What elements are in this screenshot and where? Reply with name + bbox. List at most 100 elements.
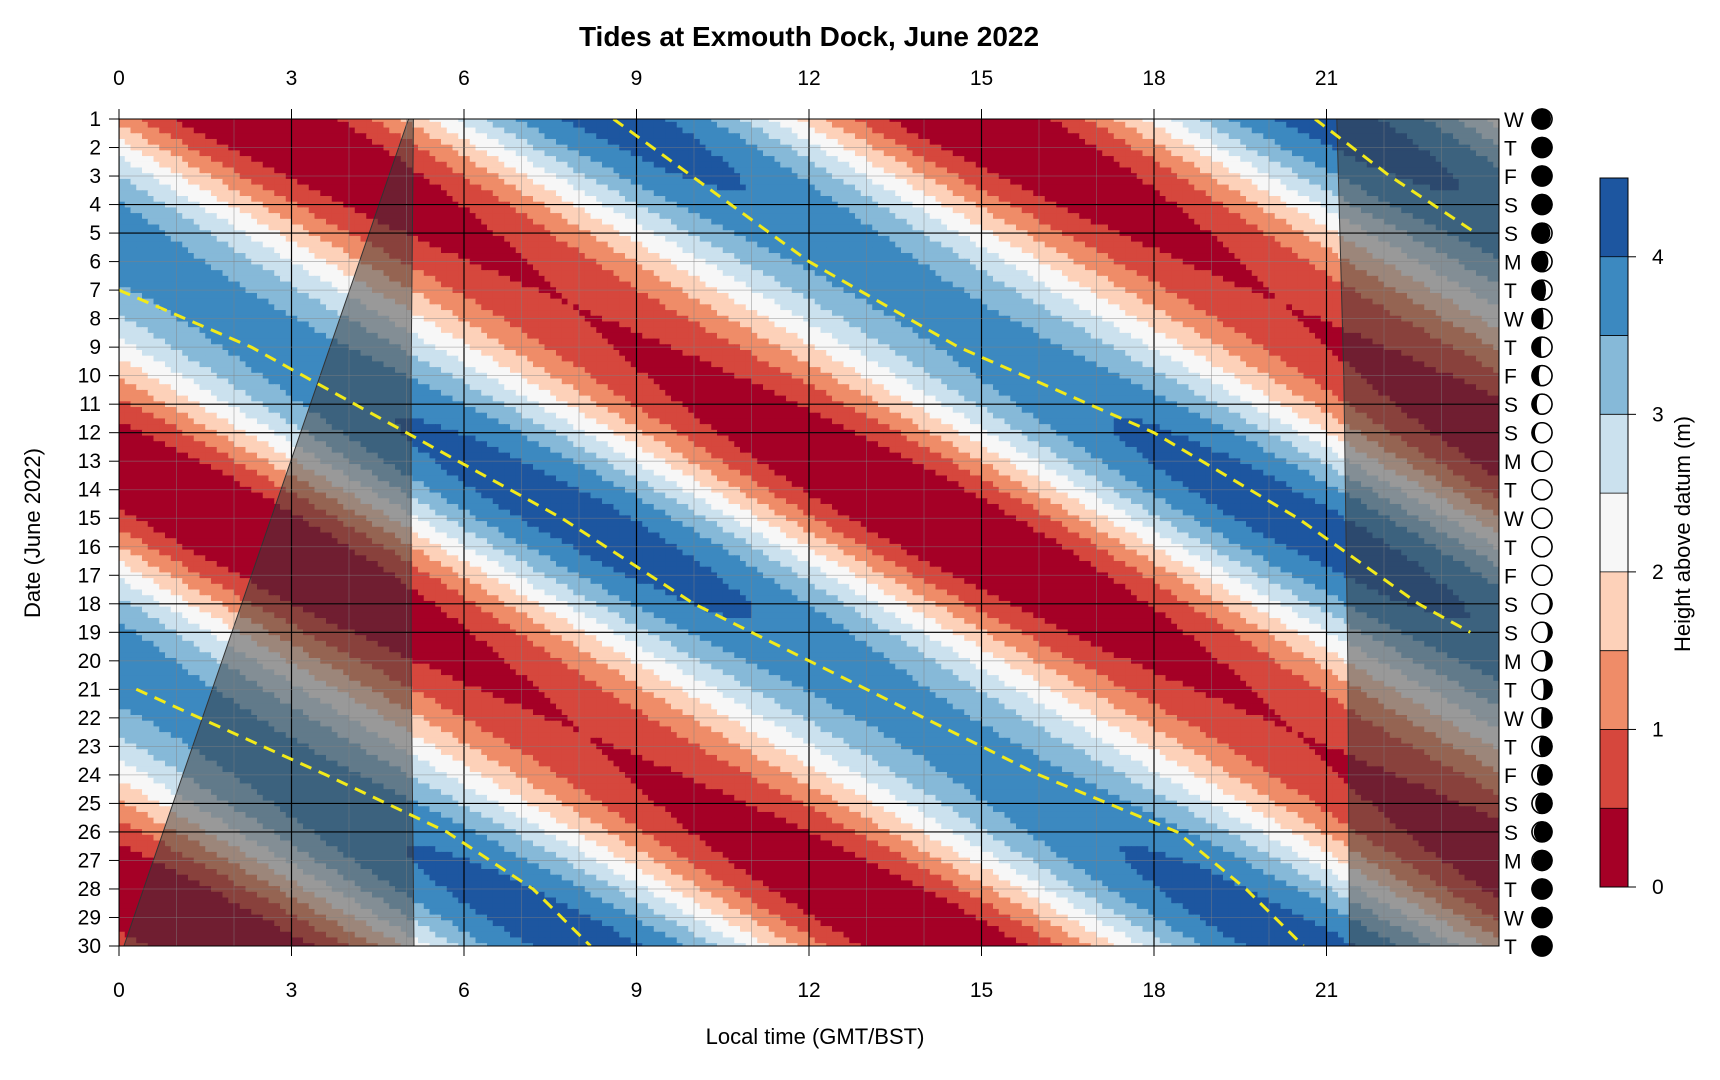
heat-cell bbox=[987, 156, 993, 162]
heat-cell bbox=[665, 133, 671, 139]
heat-cell bbox=[499, 167, 505, 173]
heat-cell bbox=[131, 133, 137, 139]
heat-cell bbox=[890, 190, 896, 196]
heat-cell bbox=[1240, 179, 1246, 185]
heat-cell bbox=[1039, 133, 1045, 139]
heat-cell bbox=[119, 156, 125, 162]
heat-cell bbox=[165, 213, 171, 219]
heat-cell bbox=[1085, 190, 1091, 196]
heat-cell bbox=[1332, 185, 1338, 191]
heat-cell bbox=[970, 196, 976, 202]
heat-cell bbox=[884, 122, 890, 128]
heat-cell bbox=[1240, 162, 1246, 168]
heat-cell bbox=[1286, 167, 1292, 173]
heat-cell bbox=[608, 196, 614, 202]
heat-cell bbox=[1332, 190, 1338, 196]
heat-cell bbox=[188, 213, 194, 219]
heat-cell bbox=[1022, 207, 1028, 213]
heat-cell bbox=[240, 179, 246, 185]
heat-cell bbox=[878, 167, 884, 173]
heat-cell bbox=[441, 185, 447, 191]
heat-cell bbox=[1005, 185, 1011, 191]
heat-cell bbox=[637, 167, 643, 173]
heat-cell bbox=[263, 122, 269, 128]
heat-cell bbox=[1258, 139, 1264, 145]
heat-cell bbox=[648, 190, 654, 196]
heat-cell bbox=[165, 128, 171, 134]
heat-cell bbox=[533, 122, 539, 128]
heat-cell bbox=[493, 162, 499, 168]
heat-cell bbox=[1085, 133, 1091, 139]
heat-cell bbox=[660, 185, 666, 191]
heat-cell bbox=[556, 162, 562, 168]
heat-cell bbox=[1246, 156, 1252, 162]
heat-cell bbox=[1097, 150, 1103, 156]
heat-cell bbox=[1229, 139, 1235, 145]
heat-cell bbox=[1304, 162, 1310, 168]
heat-cell bbox=[211, 213, 217, 219]
heat-cell bbox=[1056, 133, 1062, 139]
heat-cell bbox=[1200, 162, 1206, 168]
heat-cell bbox=[1309, 128, 1315, 134]
heat-cell bbox=[309, 196, 315, 202]
heat-cell bbox=[263, 213, 269, 219]
heat-cell bbox=[148, 150, 154, 156]
heat-cell bbox=[136, 156, 142, 162]
heat-cell bbox=[982, 150, 988, 156]
heat-cell bbox=[131, 196, 137, 202]
heat-cell bbox=[654, 128, 660, 134]
heat-cell bbox=[499, 150, 505, 156]
heat-cell bbox=[596, 185, 602, 191]
heat-cell bbox=[263, 162, 269, 168]
heat-cell bbox=[763, 122, 769, 128]
heat-cell bbox=[366, 156, 372, 162]
heat-cell bbox=[1315, 139, 1321, 145]
heat-cell bbox=[959, 162, 965, 168]
heat-cell bbox=[729, 128, 735, 134]
heat-cell bbox=[964, 190, 970, 196]
heat-cell bbox=[591, 190, 597, 196]
heat-cell bbox=[200, 196, 206, 202]
heat-cell bbox=[1281, 207, 1287, 213]
heat-cell bbox=[1315, 162, 1321, 168]
heat-cell bbox=[1166, 179, 1172, 185]
heat-cell bbox=[200, 150, 206, 156]
heat-cell bbox=[510, 179, 516, 185]
heat-cell bbox=[884, 167, 890, 173]
heat-cell bbox=[1074, 167, 1080, 173]
heat-cell bbox=[550, 179, 556, 185]
heat-cell bbox=[361, 150, 367, 156]
heat-cell bbox=[913, 122, 919, 128]
heat-cell bbox=[579, 139, 585, 145]
heat-cell bbox=[970, 128, 976, 134]
heat-cell bbox=[332, 190, 338, 196]
heat-cell bbox=[786, 196, 792, 202]
heat-cell bbox=[556, 179, 562, 185]
heat-cell bbox=[499, 190, 505, 196]
heat-cell bbox=[763, 190, 769, 196]
heat-cell bbox=[223, 213, 229, 219]
heat-cell bbox=[309, 133, 315, 139]
heat-cell bbox=[1108, 156, 1114, 162]
heat-cell bbox=[315, 179, 321, 185]
heat-cell bbox=[855, 139, 861, 145]
heat-cell bbox=[487, 207, 493, 213]
heat-cell bbox=[913, 190, 919, 196]
heat-cell bbox=[240, 133, 246, 139]
heat-cell bbox=[1051, 156, 1057, 162]
heat-cell bbox=[200, 167, 206, 173]
heat-cell bbox=[315, 122, 321, 128]
heat-cell bbox=[1154, 179, 1160, 185]
heat-cell bbox=[424, 156, 430, 162]
heat-cell bbox=[297, 150, 303, 156]
heat-cell bbox=[907, 122, 913, 128]
heat-cell bbox=[585, 190, 591, 196]
heat-cell bbox=[205, 156, 211, 162]
heat-cell bbox=[165, 162, 171, 168]
heat-cell bbox=[194, 196, 200, 202]
heat-cell bbox=[752, 156, 758, 162]
heat-cell bbox=[435, 150, 441, 156]
heat-cell bbox=[194, 150, 200, 156]
heat-cell bbox=[292, 196, 298, 202]
heat-cell bbox=[677, 196, 683, 202]
